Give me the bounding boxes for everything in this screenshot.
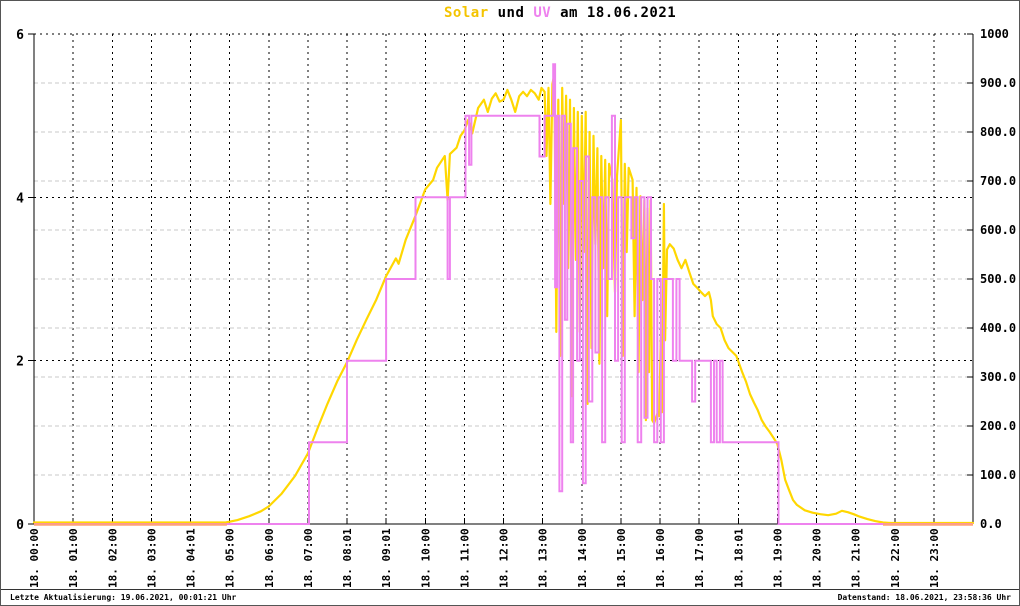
x-tick-label: 18. 12:00	[498, 528, 511, 588]
footer-data-timestamp: Datenstand: 18.06.2021, 23:58:36 Uhr	[837, 593, 1011, 602]
x-tick-label: 18. 08:01	[341, 528, 354, 588]
x-tick-label: 18. 17:00	[693, 528, 706, 588]
x-tick-label: 18. 21:00	[850, 528, 863, 588]
y-left-tick-label: 6	[16, 28, 24, 43]
axis-labels: 0 2 4 6 0.0 100.0 200.0 300.0 400.0 500.0 600.0 700…	[16, 27, 1016, 588]
y-right-tick-label: 500.0	[980, 272, 1016, 286]
y-right-tick-label: 0.0	[980, 517, 1002, 531]
x-tick-label: 18. 13:00	[537, 528, 550, 588]
title-uv-word: UV	[533, 5, 552, 21]
solar-line	[32, 73, 975, 525]
x-tick-label: 18. 02:00	[106, 528, 119, 588]
x-tick-label: 18. 06:00	[263, 528, 276, 588]
y-right-tick-label: 800.0	[980, 125, 1016, 139]
x-tick-label: 18. 00:00	[28, 528, 41, 588]
uv-line	[34, 63, 973, 525]
x-tick-label: 18. 19:00	[771, 528, 784, 588]
title-und-word: und	[488, 5, 534, 21]
y-left-tick-label: 4	[16, 191, 24, 206]
x-tick-label: 18. 01:00	[67, 528, 80, 588]
x-tick-label: 18. 03:00	[145, 528, 158, 588]
y-right-tick-label: 900.0	[980, 76, 1016, 90]
x-tick-label: 18. 04:01	[185, 528, 198, 588]
x-tick-label: 18. 11:00	[458, 528, 471, 588]
x-tick-label: 18. 16:00	[654, 528, 667, 588]
y-right-tick-label: 100.0	[980, 468, 1016, 482]
y-left-tick-label: 0	[16, 518, 24, 533]
title-date-text: am 18.06.2021	[551, 5, 677, 21]
gridlines	[34, 33, 973, 524]
x-tick-label: 18. 15:00	[615, 528, 628, 588]
y-left-tick-label: 2	[16, 355, 24, 370]
y-right-tick-label: 300.0	[980, 370, 1016, 384]
x-tick-label: 18. 09:01	[380, 528, 393, 588]
x-tick-label: 18. 18:01	[732, 528, 745, 588]
y-right-tick-label: 600.0	[980, 223, 1016, 237]
x-tick-label: 18. 05:00	[224, 528, 237, 588]
footer-last-update: Letzte Aktualisierung: 19.06.2021, 00:01…	[10, 593, 237, 602]
x-tick-label: 18. 07:00	[302, 528, 315, 588]
footer-separator	[1, 589, 1019, 590]
y-right-tick-label: 1000	[980, 27, 1009, 41]
x-tick-label: 18. 23:00	[928, 528, 941, 588]
y-right-tick-label: 700.0	[980, 174, 1016, 188]
chart-title: Solar und UV am 18.06.2021	[444, 5, 676, 21]
x-tick-label: 18. 22:00	[889, 528, 902, 588]
x-tick-label: 18. 20:00	[811, 528, 824, 588]
x-tick-label: 18. 14:00	[576, 528, 589, 588]
x-tick-label: 18. 10:00	[419, 528, 432, 588]
y-right-tick-label: 400.0	[980, 321, 1016, 335]
title-solar-word: Solar	[444, 5, 489, 21]
y-right-tick-label: 200.0	[980, 419, 1016, 433]
